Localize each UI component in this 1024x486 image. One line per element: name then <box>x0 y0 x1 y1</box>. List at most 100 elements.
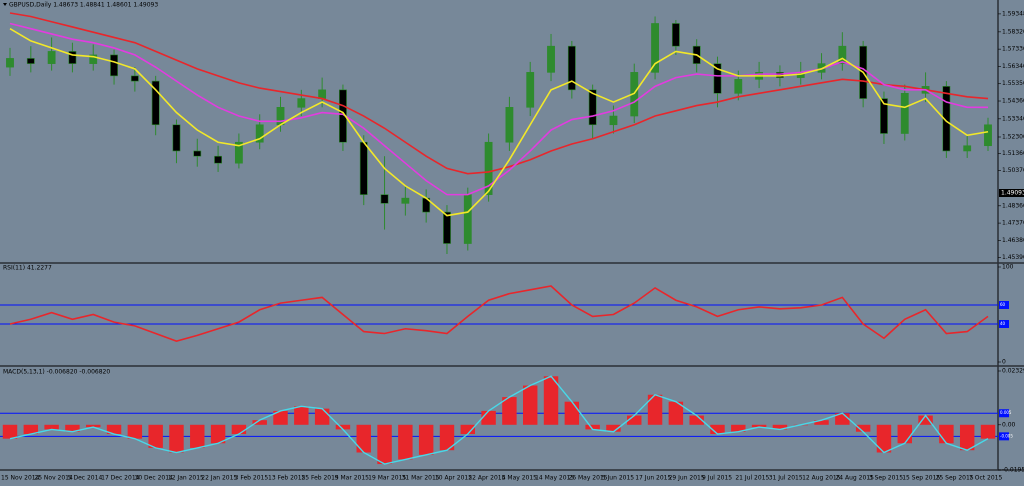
macd-bar <box>398 424 413 460</box>
macd-bar <box>86 424 101 428</box>
candle-body <box>984 124 992 147</box>
x-tick-label: 30 Dec 2014 <box>135 475 174 482</box>
candle-body <box>68 51 77 64</box>
macd-bar <box>876 424 892 453</box>
x-tick-label: 13 Feb 2015 <box>268 475 306 482</box>
x-tick-label: 12 Aug 2015 <box>802 475 841 482</box>
y-tick-label: 1.52300 <box>1002 133 1024 140</box>
candle-body <box>172 124 181 152</box>
candle-body <box>734 79 743 94</box>
level-label-box <box>999 301 1009 309</box>
macd-bar <box>647 394 663 425</box>
macd-bar <box>606 424 621 432</box>
macd-bar <box>418 424 434 455</box>
y-tick-label: 1.46380 <box>1002 237 1024 244</box>
x-tick-label: 14 May 2015 <box>535 475 574 482</box>
macd-bar <box>356 424 371 453</box>
candle-body <box>89 54 98 64</box>
y-tick-label: 1.57330 <box>1002 46 1024 53</box>
candle-body <box>942 86 951 152</box>
rsi-title: RSI(11) 41.2277 <box>3 265 52 272</box>
y-tick-label: 1.54360 <box>1002 98 1024 105</box>
current-price-box <box>999 189 1024 198</box>
y-tick-label: 1.59348 <box>1002 10 1024 17</box>
x-tick-label: 10 Apr 2015 <box>435 475 472 482</box>
x-tick-label: 17 Dec 2014 <box>101 475 140 482</box>
level-label: 40 <box>1000 321 1006 326</box>
x-tick-label: 22 Jan 2015 <box>201 475 237 482</box>
macd-title: MACD(5,13,1) -0.006820 -0.006820 <box>3 369 110 376</box>
x-tick-label: 25 Feb 2015 <box>301 475 339 482</box>
y-tick-label: 1.55350 <box>1002 80 1024 87</box>
x-tick-label: 3 Sep 2015 <box>869 475 903 482</box>
macd-bar <box>627 415 642 425</box>
macd-bar <box>918 415 933 425</box>
signal-line <box>9 375 989 465</box>
y-tick-label: 1.50370 <box>1002 167 1024 174</box>
candle-body <box>671 23 680 47</box>
macd-bar <box>127 424 143 439</box>
candle-body <box>6 58 14 68</box>
macd-bar <box>751 424 767 428</box>
x-tick-label: 17 Jun 2015 <box>635 475 671 482</box>
x-tick-label: 21 Jul 2015 <box>735 475 769 482</box>
candle-body <box>110 54 118 77</box>
x-tick-label: 9 Jul 2015 <box>702 475 732 482</box>
candle-body <box>484 141 493 195</box>
x-tick-label: 7 Oct 2015 <box>969 475 1002 482</box>
candle-body <box>130 75 139 82</box>
macd-bar <box>522 385 538 425</box>
macd-bar <box>543 376 559 425</box>
macd-bar <box>210 424 226 444</box>
x-tick-label: 26 May 2015 <box>568 475 607 482</box>
macd-bar <box>65 424 80 432</box>
x-tick-label: 19 Mar 2015 <box>368 475 406 482</box>
macd-bar <box>772 424 788 430</box>
rsi-line <box>9 285 989 342</box>
candle-body <box>567 45 576 91</box>
candle-body <box>963 145 972 152</box>
macd-bar <box>939 424 954 444</box>
x-tick-label: 22 Apr 2015 <box>468 475 505 482</box>
candle-body <box>151 80 160 126</box>
candle-body <box>234 141 243 164</box>
macd-bar <box>335 424 351 430</box>
x-tick-label: 25 Sep 2015 <box>936 475 974 482</box>
y-tick-label: -0.019577 <box>1002 467 1024 474</box>
macd-bar <box>710 424 725 435</box>
candle-body <box>193 150 202 157</box>
y-tick-label: 1.48360 <box>1002 202 1024 209</box>
x-tick-label: 29 Jun 2015 <box>669 475 705 482</box>
candle-body <box>318 89 327 99</box>
macd-bar <box>959 424 975 451</box>
macd-bar <box>668 401 684 425</box>
candle-body <box>463 194 472 244</box>
candle-body <box>214 155 222 164</box>
candle-body <box>401 197 410 204</box>
candle-body <box>713 63 722 94</box>
macd-bar <box>564 401 580 425</box>
macd-bar <box>481 410 496 425</box>
macd-bar <box>314 408 330 425</box>
x-tick-label: 15 Sep 2015 <box>902 475 940 482</box>
y-tick-label: 1.56340 <box>1002 63 1024 70</box>
macd-bar <box>980 424 996 439</box>
x-tick-label: 3 Feb 2015 <box>235 475 269 482</box>
level-label-box <box>999 432 1009 441</box>
candle-body <box>651 23 659 73</box>
candle-body <box>255 124 264 143</box>
y-tick-label: 0 <box>1002 359 1006 366</box>
candle-body <box>47 51 56 64</box>
moving-average <box>9 12 989 175</box>
x-tick-label: 25 Nov 2014 <box>34 475 73 482</box>
macd-bar <box>44 424 59 430</box>
candle-body <box>505 107 514 143</box>
x-tick-label: 5 Jun 2015 <box>602 475 634 482</box>
candle-body <box>547 45 555 73</box>
x-tick-label: 12 Jan 2015 <box>168 475 204 482</box>
y-tick-label: 1.45390 <box>1002 254 1024 261</box>
candle-body <box>900 93 909 134</box>
x-tick-label: 15 Nov 2014 <box>1 475 40 482</box>
x-tick-label: 24 Aug 2015 <box>835 475 874 482</box>
x-tick-label: 31 Jul 2015 <box>769 475 803 482</box>
